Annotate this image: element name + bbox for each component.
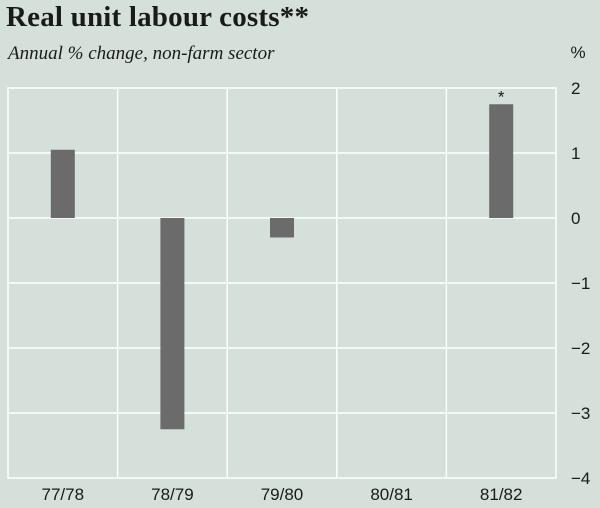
y-tick-label: 0 [571, 209, 580, 228]
y-tick-label: −4 [571, 469, 590, 488]
y-tick-label: −3 [571, 404, 590, 423]
chart-title: Real unit labour costs** [6, 1, 310, 33]
chart-subtitle: Annual % change, non-farm sector [8, 43, 275, 64]
y-tick-label: 1 [571, 144, 580, 163]
x-category-label: 80/81 [370, 485, 413, 504]
x-category-label: 79/80 [261, 485, 304, 504]
x-category-label: 77/78 [42, 485, 85, 504]
x-category-label: 81/82 [480, 485, 523, 504]
x-category-label: 78/79 [151, 485, 194, 504]
y-tick-label: −2 [571, 339, 590, 358]
bar [50, 149, 75, 218]
y-tick-label: −1 [571, 274, 590, 293]
bar [489, 104, 514, 218]
y-unit-label: % [570, 43, 585, 62]
plot-frame [7, 87, 557, 479]
y-tick-label: 2 [571, 79, 580, 98]
bar [270, 218, 294, 238]
bar-annotation: * [498, 87, 505, 106]
bar [160, 218, 185, 430]
